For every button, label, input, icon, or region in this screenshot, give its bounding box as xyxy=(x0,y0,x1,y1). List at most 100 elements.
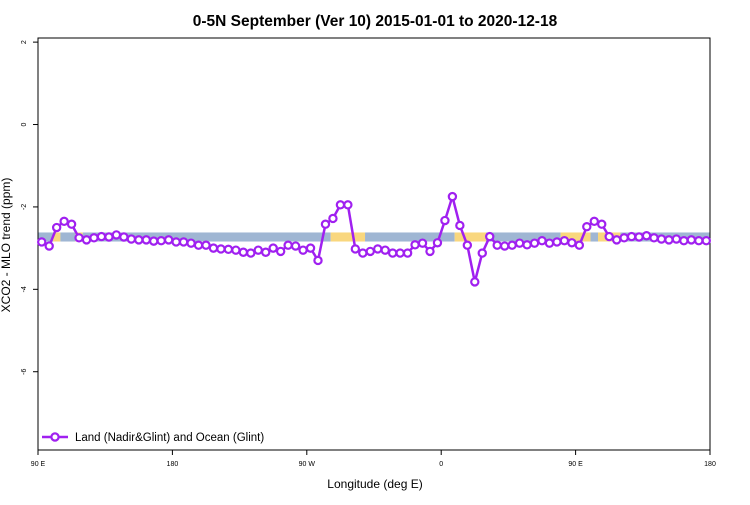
data-point xyxy=(432,238,443,248)
data-point xyxy=(350,244,361,254)
data-point xyxy=(313,255,323,266)
data-point xyxy=(641,231,652,241)
y-tick-label: -6 xyxy=(21,369,28,375)
data-point xyxy=(559,236,570,246)
y-tick-label: -2 xyxy=(21,204,28,210)
x-tick-label: 90 E xyxy=(31,461,46,468)
data-point xyxy=(462,240,473,250)
legend-label: Land (Nadir&Glint) and Ocean (Glint) xyxy=(75,432,264,444)
data-point xyxy=(701,236,711,246)
data-point xyxy=(679,236,689,246)
band-segment-ocean xyxy=(590,232,598,242)
data-point xyxy=(522,240,532,250)
x-tick-label: 90 W xyxy=(299,461,316,468)
data-point xyxy=(305,243,316,253)
data-point xyxy=(275,246,286,257)
data-point xyxy=(126,234,137,244)
data-point xyxy=(74,233,84,243)
band-segment-ocean xyxy=(365,232,455,242)
y-tick-label: 0 xyxy=(21,122,28,126)
data-point xyxy=(656,234,667,244)
band-segment-land xyxy=(52,232,61,242)
data-point xyxy=(89,233,99,243)
data-point xyxy=(514,238,525,248)
x-axis-label: Longitude (deg E) xyxy=(327,477,422,491)
data-point xyxy=(238,247,249,257)
y-tick-label: 2 xyxy=(21,40,28,44)
data-point xyxy=(387,248,398,258)
data-point xyxy=(402,248,413,258)
data-point xyxy=(477,248,487,258)
data-point xyxy=(626,231,637,242)
data-point xyxy=(104,232,114,242)
data-point xyxy=(178,237,189,247)
data-point xyxy=(119,232,129,242)
band-segment-ocean xyxy=(38,232,53,242)
data-point xyxy=(253,245,263,255)
data-point xyxy=(455,220,465,231)
data-point xyxy=(343,200,353,210)
data-point xyxy=(611,235,622,245)
data-point xyxy=(358,248,368,258)
data-point xyxy=(552,237,562,247)
data-point xyxy=(373,244,383,254)
data-point xyxy=(268,243,278,253)
data-point xyxy=(298,245,308,255)
data-point xyxy=(44,241,54,251)
data-point xyxy=(365,246,375,257)
data-point xyxy=(499,241,510,251)
data-point xyxy=(604,231,614,242)
data-point xyxy=(395,248,405,258)
data-point xyxy=(261,247,271,257)
data-point xyxy=(574,240,585,250)
y-tick-label: -4 xyxy=(21,286,28,292)
data-point xyxy=(216,244,226,254)
data-point xyxy=(597,219,607,229)
legend-marker xyxy=(50,432,60,442)
data-point xyxy=(156,236,166,246)
data-point xyxy=(507,240,517,250)
data-point xyxy=(134,235,144,245)
data-point xyxy=(231,245,241,255)
x-tick-label: 90 E xyxy=(568,461,583,468)
data-point xyxy=(320,219,331,229)
data-point xyxy=(37,237,47,247)
band-segment-ocean xyxy=(486,232,561,242)
data-point xyxy=(380,245,390,255)
data-point xyxy=(485,231,495,242)
data-point xyxy=(81,235,92,245)
data-point xyxy=(417,238,428,248)
data-point xyxy=(619,233,629,243)
data-point xyxy=(208,243,219,253)
data-point xyxy=(567,238,577,248)
data-point xyxy=(649,233,659,243)
data-point xyxy=(470,277,480,287)
data-point xyxy=(492,240,502,250)
data-point xyxy=(290,241,301,251)
data-point xyxy=(163,235,174,245)
data-point xyxy=(201,240,211,250)
data-point xyxy=(51,222,62,233)
data-point xyxy=(328,213,338,224)
y-axis-label: XCO2 - MLO trend (ppm) xyxy=(0,178,13,313)
data-point xyxy=(96,231,107,242)
data-point xyxy=(186,238,196,248)
data-point xyxy=(283,240,293,250)
data-point xyxy=(529,238,540,248)
data-point xyxy=(66,219,77,229)
data-point xyxy=(59,216,69,227)
legend: Land (Nadir&Glint) and Ocean (Glint) xyxy=(42,432,264,444)
chart-title: 0-5N September (Ver 10) 2015-01-01 to 20… xyxy=(193,13,558,30)
data-point xyxy=(111,230,122,240)
data-point xyxy=(193,240,204,250)
data-point xyxy=(537,236,547,246)
band-segment-ocean xyxy=(60,232,76,242)
data-point xyxy=(694,236,704,246)
band-segment-land xyxy=(560,232,591,242)
data-point xyxy=(589,216,599,227)
data-point xyxy=(141,235,151,245)
band-segment-ocean xyxy=(82,232,331,242)
x-tick-label: 0 xyxy=(439,461,443,468)
